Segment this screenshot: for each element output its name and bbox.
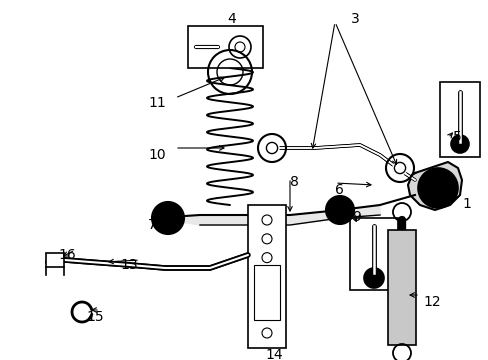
Text: 11: 11 — [148, 96, 165, 110]
Bar — [349, 218, 397, 290]
Circle shape — [335, 206, 343, 214]
Text: 10: 10 — [148, 148, 165, 162]
Text: 9: 9 — [351, 210, 360, 224]
Text: 6: 6 — [334, 183, 343, 197]
Bar — [439, 82, 479, 157]
Polygon shape — [407, 162, 461, 210]
Bar — [46, 253, 64, 267]
Text: 7: 7 — [148, 218, 157, 232]
Circle shape — [152, 202, 183, 234]
Text: 4: 4 — [227, 12, 236, 26]
Text: 3: 3 — [350, 12, 359, 26]
Circle shape — [417, 168, 457, 208]
Circle shape — [325, 196, 353, 224]
Text: 16: 16 — [58, 248, 76, 262]
Circle shape — [363, 268, 383, 288]
Text: 2: 2 — [439, 183, 448, 197]
Text: 15: 15 — [86, 310, 103, 324]
Polygon shape — [155, 205, 379, 225]
Text: 12: 12 — [422, 295, 440, 309]
Circle shape — [450, 135, 468, 153]
Bar — [187, 26, 263, 68]
Circle shape — [430, 181, 444, 195]
Text: 5: 5 — [452, 130, 461, 144]
Text: 13: 13 — [120, 258, 137, 272]
Circle shape — [264, 140, 279, 156]
Circle shape — [391, 160, 407, 176]
Circle shape — [163, 213, 173, 223]
Text: 8: 8 — [289, 175, 298, 189]
Bar — [387, 230, 415, 345]
Text: 14: 14 — [264, 348, 282, 360]
Circle shape — [331, 202, 347, 218]
Circle shape — [159, 209, 177, 227]
Circle shape — [425, 176, 449, 200]
Text: 1: 1 — [461, 197, 470, 211]
Bar — [247, 205, 285, 348]
Bar — [253, 265, 280, 320]
